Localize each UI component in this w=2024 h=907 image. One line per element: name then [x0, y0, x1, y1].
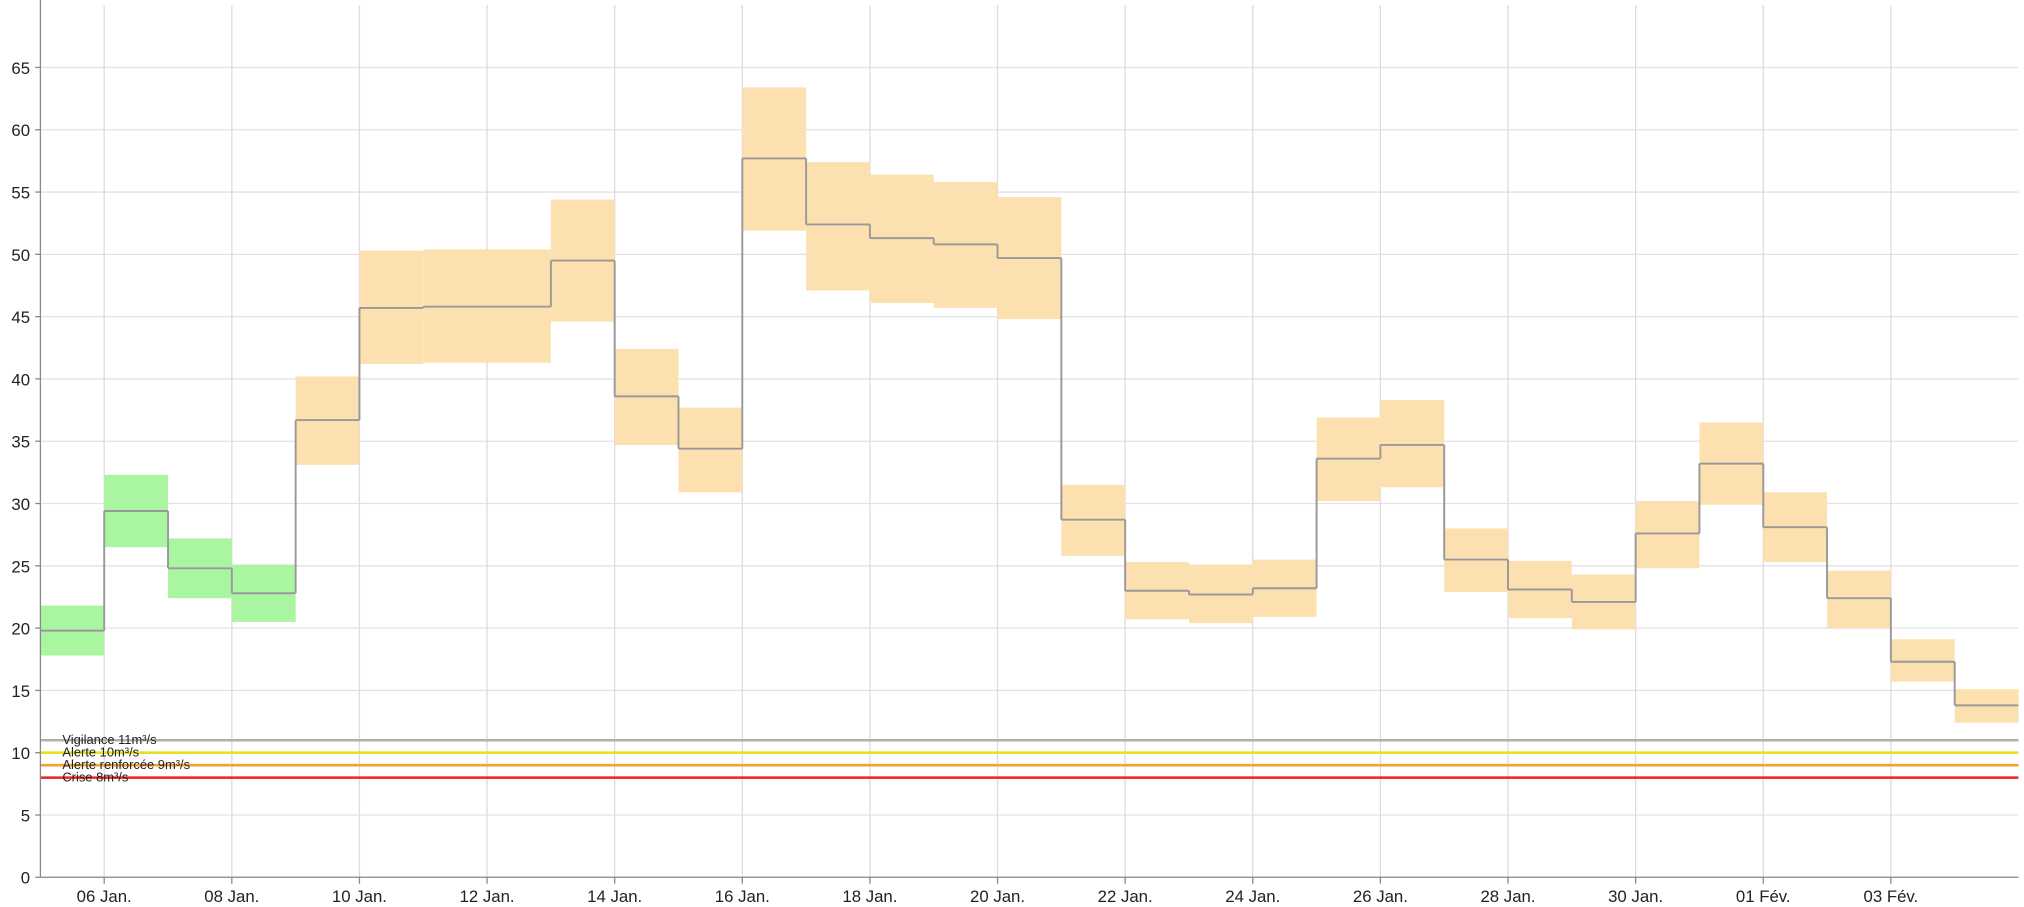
range-band	[806, 162, 870, 291]
y-tick-label: 5	[21, 806, 30, 825]
x-tick-label: 30 Jan.	[1608, 887, 1663, 906]
x-tick-label: 22 Jan.	[1098, 887, 1153, 906]
y-tick-label: 15	[11, 682, 30, 701]
range-band	[1380, 400, 1445, 488]
y-tick-label: 0	[21, 869, 30, 888]
x-tick-label: 18 Jan.	[842, 887, 897, 906]
y-tick-label: 35	[11, 433, 30, 452]
y-tick-label: 20	[11, 620, 30, 639]
y-tick-label: 40	[11, 370, 30, 389]
x-tick-label: 10 Jan.	[332, 887, 387, 906]
x-tick-label: 03 Fév.	[1864, 887, 1919, 906]
y-tick-label: 50	[11, 246, 30, 265]
x-tick-label: 08 Jan.	[204, 887, 259, 906]
threshold-label: Alerte 10m³/s	[62, 745, 139, 760]
x-tick-label: 01 Fév.	[1736, 887, 1791, 906]
range-band	[1827, 570, 1891, 629]
range-band	[1890, 639, 1955, 682]
threshold-label: Crise 8m³/s	[62, 769, 128, 784]
range-band	[678, 407, 743, 493]
y-tick-label: 55	[11, 184, 30, 203]
x-tick-label: 26 Jan.	[1353, 887, 1408, 906]
x-tick-label: 06 Jan.	[77, 887, 132, 906]
range-band	[1635, 501, 1700, 569]
x-tick-label: 16 Jan.	[715, 887, 770, 906]
threshold-label: Alerte renforcée 9m³/s	[62, 757, 190, 772]
threshold-label: Vigilance 11m³/s	[62, 732, 156, 747]
y-tick-label: 60	[11, 121, 30, 140]
x-tick-label: 20 Jan.	[970, 887, 1025, 906]
y-tick-label: 10	[11, 744, 30, 763]
y-tick-label: 25	[11, 557, 30, 576]
y-tick-label: 45	[11, 308, 30, 327]
x-tick-label: 14 Jan.	[587, 887, 642, 906]
x-tick-label: 12 Jan.	[460, 887, 515, 906]
y-tick-label: 30	[11, 495, 30, 514]
x-tick-label: 28 Jan.	[1480, 887, 1535, 906]
y-tick-label: 65	[11, 59, 30, 78]
x-tick-label: 24 Jan.	[1225, 887, 1280, 906]
